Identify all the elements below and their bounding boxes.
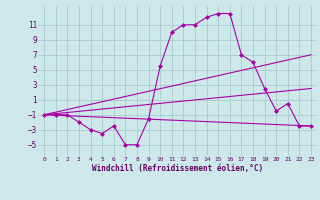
X-axis label: Windchill (Refroidissement éolien,°C): Windchill (Refroidissement éolien,°C) <box>92 164 263 173</box>
